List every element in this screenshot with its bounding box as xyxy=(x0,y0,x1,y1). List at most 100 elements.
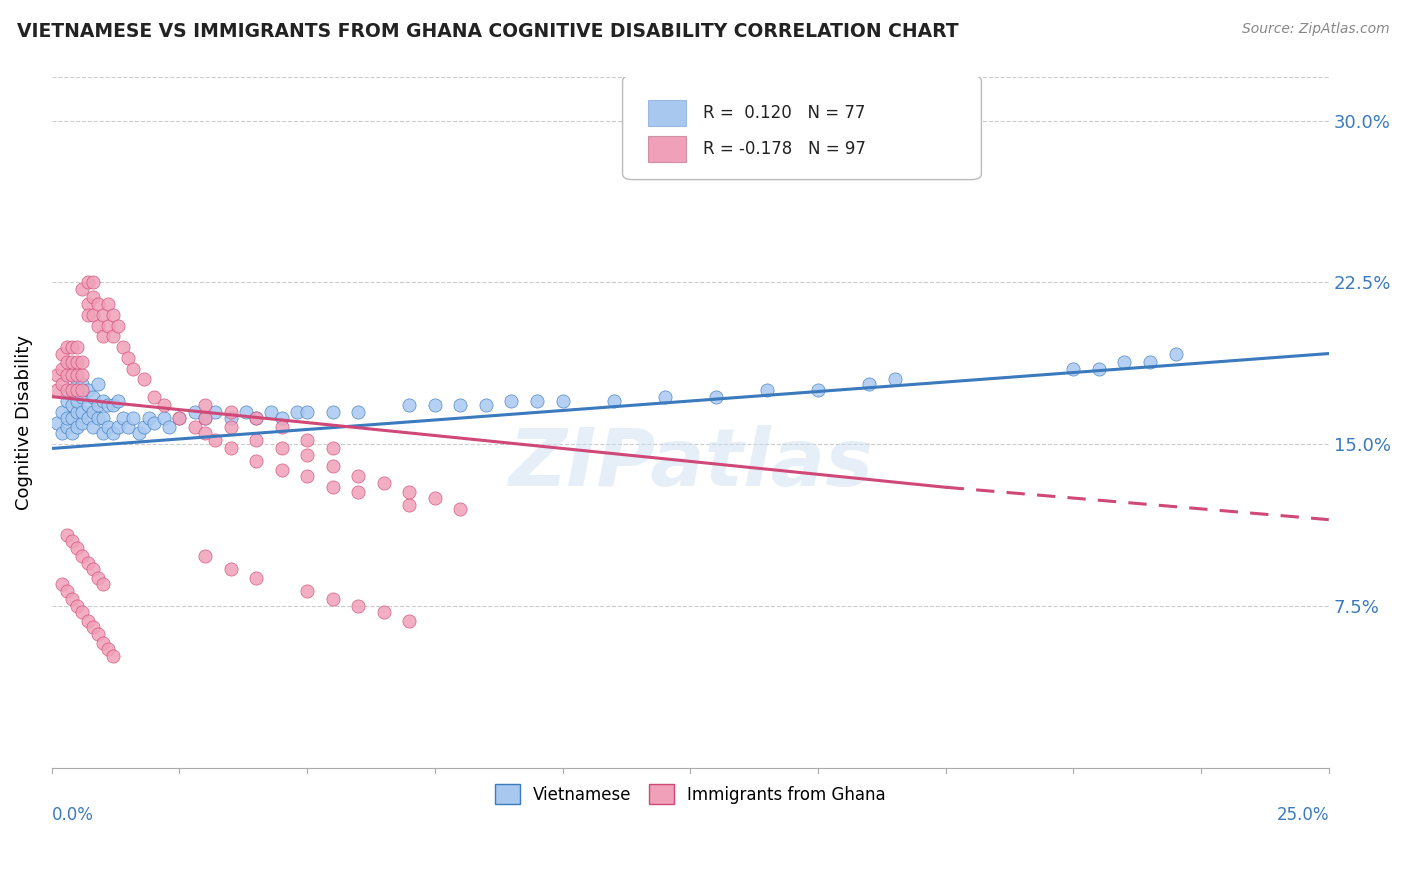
Point xyxy=(56,355,79,369)
Point xyxy=(91,577,114,591)
Point xyxy=(56,368,79,383)
Point xyxy=(122,411,145,425)
Point xyxy=(285,405,308,419)
Legend: Vietnamese, Immigrants from Ghana: Vietnamese, Immigrants from Ghana xyxy=(488,778,893,811)
Point xyxy=(87,398,110,412)
Y-axis label: Cognitive Disability: Cognitive Disability xyxy=(15,335,32,510)
Point xyxy=(1139,355,1161,369)
Point xyxy=(112,411,135,425)
Point xyxy=(219,442,242,456)
Point xyxy=(91,308,114,322)
Point xyxy=(51,376,73,391)
FancyBboxPatch shape xyxy=(623,75,981,179)
Point xyxy=(101,426,124,441)
Point xyxy=(76,383,98,397)
Point xyxy=(97,297,120,311)
Point xyxy=(60,398,83,412)
Point xyxy=(72,416,94,430)
Point xyxy=(347,469,370,483)
FancyBboxPatch shape xyxy=(648,100,686,126)
Point xyxy=(260,405,283,419)
Point xyxy=(56,383,79,397)
Point xyxy=(60,426,83,441)
Point xyxy=(270,463,292,477)
Point xyxy=(60,534,83,549)
Point xyxy=(60,411,83,425)
Point xyxy=(56,411,79,425)
Point xyxy=(219,405,242,419)
Point xyxy=(245,454,267,468)
Point xyxy=(1114,355,1136,369)
Point xyxy=(66,383,89,397)
Point xyxy=(398,484,420,499)
Point xyxy=(142,390,165,404)
Point xyxy=(322,458,344,473)
Point xyxy=(423,398,446,412)
Point xyxy=(101,398,124,412)
Point xyxy=(82,390,104,404)
Point xyxy=(60,340,83,354)
Point xyxy=(107,420,129,434)
Point xyxy=(76,276,98,290)
Point xyxy=(347,599,370,613)
Point xyxy=(270,420,292,434)
Point xyxy=(1164,346,1187,360)
Point xyxy=(184,405,207,419)
Point xyxy=(169,411,191,425)
Point xyxy=(704,390,727,404)
Point xyxy=(82,420,104,434)
Point xyxy=(82,620,104,634)
Point xyxy=(1088,361,1111,376)
Point xyxy=(72,390,94,404)
Point xyxy=(295,433,318,447)
Point xyxy=(87,571,110,585)
Point xyxy=(72,405,94,419)
Point xyxy=(101,308,124,322)
Point xyxy=(45,416,67,430)
Point xyxy=(60,355,83,369)
Point xyxy=(295,583,318,598)
Point xyxy=(60,368,83,383)
Point xyxy=(66,355,89,369)
Point xyxy=(132,420,155,434)
Point xyxy=(97,642,120,657)
Point xyxy=(97,420,120,434)
Point xyxy=(184,420,207,434)
Point xyxy=(112,340,135,354)
Point xyxy=(87,627,110,641)
Point xyxy=(56,394,79,409)
Point xyxy=(295,448,318,462)
Point xyxy=(1062,361,1084,376)
Point xyxy=(72,282,94,296)
Point xyxy=(101,329,124,343)
Point xyxy=(91,411,114,425)
Point xyxy=(72,549,94,564)
Point xyxy=(82,562,104,576)
Point xyxy=(153,398,176,412)
Point xyxy=(194,549,217,564)
Text: VIETNAMESE VS IMMIGRANTS FROM GHANA COGNITIVE DISABILITY CORRELATION CHART: VIETNAMESE VS IMMIGRANTS FROM GHANA COGN… xyxy=(17,22,959,41)
Point xyxy=(82,308,104,322)
Point xyxy=(66,340,89,354)
Point xyxy=(60,383,83,397)
Point xyxy=(398,498,420,512)
Point xyxy=(82,290,104,304)
Point xyxy=(245,411,267,425)
Point xyxy=(153,411,176,425)
Point xyxy=(157,420,180,434)
Point xyxy=(60,383,83,397)
Point xyxy=(82,276,104,290)
Point xyxy=(270,411,292,425)
Point xyxy=(132,372,155,386)
Point xyxy=(72,383,94,397)
Point xyxy=(91,426,114,441)
FancyBboxPatch shape xyxy=(648,136,686,162)
Point xyxy=(51,346,73,360)
Point xyxy=(235,405,257,419)
Text: ZIPatlas: ZIPatlas xyxy=(508,425,873,503)
Point xyxy=(117,420,139,434)
Point xyxy=(194,411,217,425)
Point xyxy=(654,390,676,404)
Text: 0.0%: 0.0% xyxy=(52,805,94,823)
Point xyxy=(97,398,120,412)
